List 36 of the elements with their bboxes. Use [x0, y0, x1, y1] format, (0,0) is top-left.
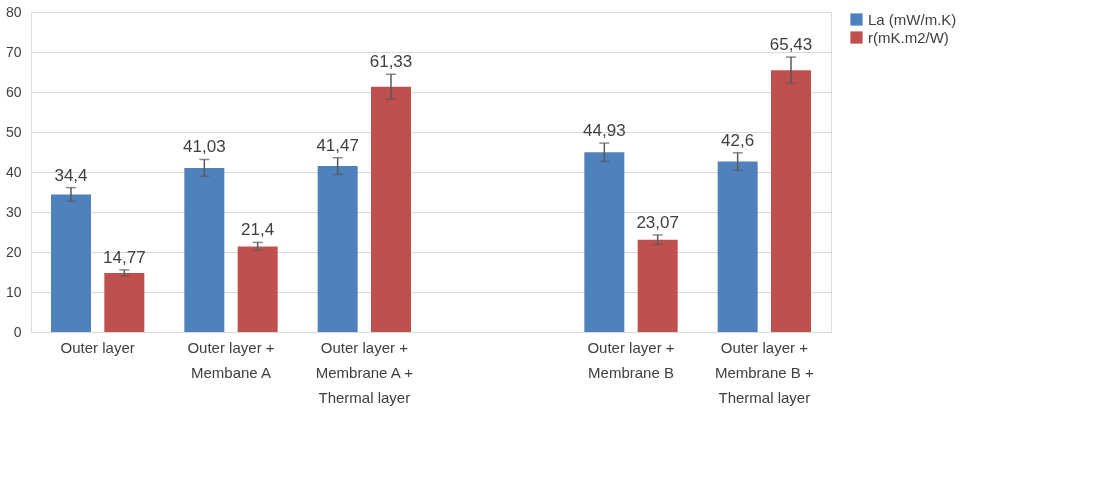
data-label: 65,43	[769, 35, 813, 55]
x-tick-label: Outer layer + Membane A	[187, 338, 275, 381]
y-tick-label: 80	[5, 3, 22, 20]
data-label: 41,47	[316, 135, 359, 155]
x-tick-label: Outer layer + Membrane A + Thermal layer	[315, 338, 414, 406]
bar	[371, 86, 411, 332]
legend-label: La (mW/m.K)	[868, 10, 957, 28]
y-tick-label: 20	[5, 243, 22, 260]
data-label: 34,4	[54, 165, 88, 185]
data-label: 21,4	[241, 220, 275, 240]
bar	[51, 194, 91, 332]
data-label: 44,93	[583, 121, 626, 141]
bar	[584, 152, 625, 332]
data-label: 41,03	[183, 137, 226, 157]
data-label: 23,07	[636, 212, 679, 232]
x-tick-label: Outer layer + Membrane B + Thermal layer	[714, 338, 814, 406]
y-tick-label: 50	[5, 123, 22, 140]
bar	[237, 246, 278, 332]
y-tick-label: 60	[5, 83, 22, 100]
data-label: 42,6	[721, 130, 755, 150]
x-tick-label: Outer layer	[60, 338, 135, 356]
y-tick-label: 30	[5, 203, 22, 220]
y-tick-label: 40	[5, 163, 22, 180]
bar	[317, 166, 358, 332]
y-tick-label: 10	[5, 283, 22, 300]
bar	[771, 70, 811, 332]
x-tick-label: Outer layer + Membrane B	[587, 338, 675, 381]
y-tick-label: 70	[5, 43, 22, 60]
bar	[104, 272, 145, 332]
y-tick-label: 0	[13, 323, 22, 340]
bar	[184, 167, 225, 332]
legend-label: r(mK.m2/W)	[868, 28, 949, 46]
bar	[637, 239, 678, 332]
data-label: 14,77	[103, 247, 146, 267]
data-label: 61,33	[369, 52, 413, 72]
bar	[717, 161, 758, 332]
